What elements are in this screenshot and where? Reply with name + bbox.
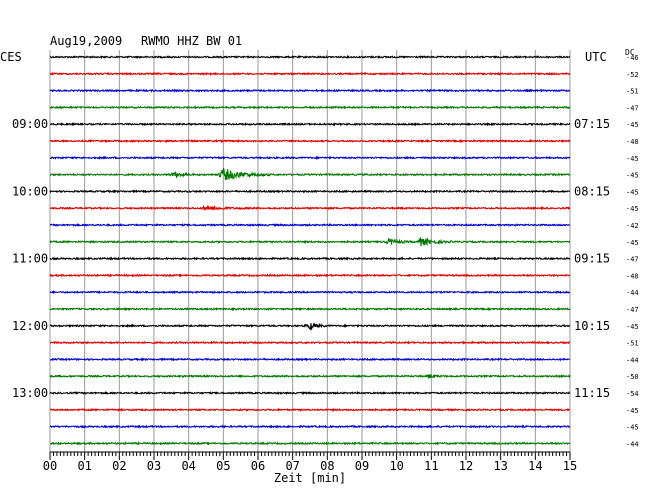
right-hour-labels: 07:15 08:15 09:15 10:15 11:15 xyxy=(574,117,610,400)
station-label: RWMO HHZ BW 01 xyxy=(141,34,242,48)
trace-row-1 xyxy=(49,71,571,76)
trace-row-7 xyxy=(49,167,571,181)
trace-row-23 xyxy=(49,441,571,446)
dc-offset-value: -45 xyxy=(626,155,639,163)
trace-row-6 xyxy=(49,155,571,160)
dc-offset-labels: -46 -52 -51 -47 -45 -48 -45 -45 -45 -45 -42 -45 -47 -… xyxy=(626,54,639,448)
x-tick-label: 10 xyxy=(389,459,403,473)
dc-offset-value: -51 xyxy=(626,340,639,348)
dc-offset-value: -46 xyxy=(626,54,639,62)
trace-row-11 xyxy=(49,237,571,247)
trace-row-10 xyxy=(49,222,571,228)
dc-offset-value: -54 xyxy=(626,390,639,398)
trace-group xyxy=(49,54,571,446)
trace-row-14 xyxy=(49,290,571,295)
trace-row-13 xyxy=(49,273,571,278)
trace-row-17 xyxy=(49,340,571,345)
right-hour-label: 09:15 xyxy=(574,252,610,266)
x-tick-label: 04 xyxy=(181,459,195,473)
trace-row-18 xyxy=(49,357,571,362)
trace-row-2 xyxy=(49,88,571,93)
trace-row-16 xyxy=(49,322,571,331)
dc-offset-value: -51 xyxy=(626,88,639,96)
dc-offset-value: -44 xyxy=(626,440,639,448)
left-timezone-label: CES xyxy=(0,50,22,64)
x-tick-label: 09 xyxy=(355,459,369,473)
trace-row-21 xyxy=(49,407,571,413)
dc-offset-value: -48 xyxy=(626,272,639,280)
dc-offset-value: -45 xyxy=(626,323,639,331)
dc-offset-value: -47 xyxy=(626,306,639,314)
dc-offset-value: -47 xyxy=(626,104,639,112)
x-tick-label: 00 xyxy=(43,459,57,473)
dc-offset-value: -45 xyxy=(626,188,639,196)
dc-offset-value: -48 xyxy=(626,138,639,146)
right-hour-label: 07:15 xyxy=(574,117,610,131)
dc-offset-value: -45 xyxy=(626,407,639,415)
x-tick-label: 11 xyxy=(424,459,438,473)
x-tick-label: 03 xyxy=(147,459,161,473)
trace-row-20 xyxy=(49,390,571,396)
right-hour-label: 08:15 xyxy=(574,184,610,198)
dc-offset-value: -45 xyxy=(626,239,639,247)
x-tick-label: 12 xyxy=(459,459,473,473)
x-tick-label: 15 xyxy=(563,459,577,473)
trace-row-8 xyxy=(49,189,571,194)
right-hour-label: 10:15 xyxy=(574,319,610,333)
trace-row-4 xyxy=(49,122,571,127)
x-tick-label: 05 xyxy=(216,459,230,473)
left-hour-label: 10:00 xyxy=(12,184,48,198)
left-hour-label: 12:00 xyxy=(12,319,48,333)
dc-offset-value: -45 xyxy=(626,205,639,213)
dc-offset-value: -44 xyxy=(626,289,639,297)
dc-offset-value: -50 xyxy=(626,373,639,381)
right-timezone-label: UTC xyxy=(585,50,607,64)
minute-grid xyxy=(49,50,571,452)
x-tick-label: 14 xyxy=(528,459,542,473)
dc-offset-value: -42 xyxy=(626,222,639,230)
trace-row-15 xyxy=(49,306,571,312)
x-tick-label: 08 xyxy=(320,459,334,473)
left-hour-labels: 09:00 10:00 11:00 12:00 13:00 xyxy=(12,117,48,400)
dc-offset-value: -44 xyxy=(626,356,639,364)
left-hour-label: 11:00 xyxy=(12,252,48,266)
trace-row-0 xyxy=(49,54,571,60)
x-axis: 00 01 02 03 04 05 06 07 08 09 10 11 12 13 14 15 xyxy=(43,451,577,473)
dc-offset-value: -45 xyxy=(626,172,639,180)
x-tick-label: 06 xyxy=(251,459,265,473)
x-axis-title: Zeit [min] xyxy=(274,471,346,485)
x-tick-label: 07 xyxy=(285,459,299,473)
x-tick-label: 01 xyxy=(77,459,91,473)
trace-row-5 xyxy=(49,138,571,144)
trace-row-3 xyxy=(49,105,571,110)
dc-label: DC xyxy=(625,48,635,57)
dc-offset-value: -52 xyxy=(626,71,639,79)
left-hour-label: 09:00 xyxy=(12,117,48,131)
trace-row-9 xyxy=(49,204,571,212)
trace-row-12 xyxy=(49,256,571,261)
dc-offset-value: -45 xyxy=(626,121,639,129)
dc-offset-value: -47 xyxy=(626,256,639,264)
date-label: Aug19,2009 xyxy=(50,34,122,48)
x-tick-label: 13 xyxy=(493,459,507,473)
dc-offset-value: -45 xyxy=(626,424,639,432)
left-hour-label: 13:00 xyxy=(12,386,48,400)
trace-row-22 xyxy=(49,424,571,429)
right-hour-label: 11:15 xyxy=(574,386,610,400)
x-tick-label: 02 xyxy=(112,459,126,473)
trace-row-19 xyxy=(49,373,571,380)
